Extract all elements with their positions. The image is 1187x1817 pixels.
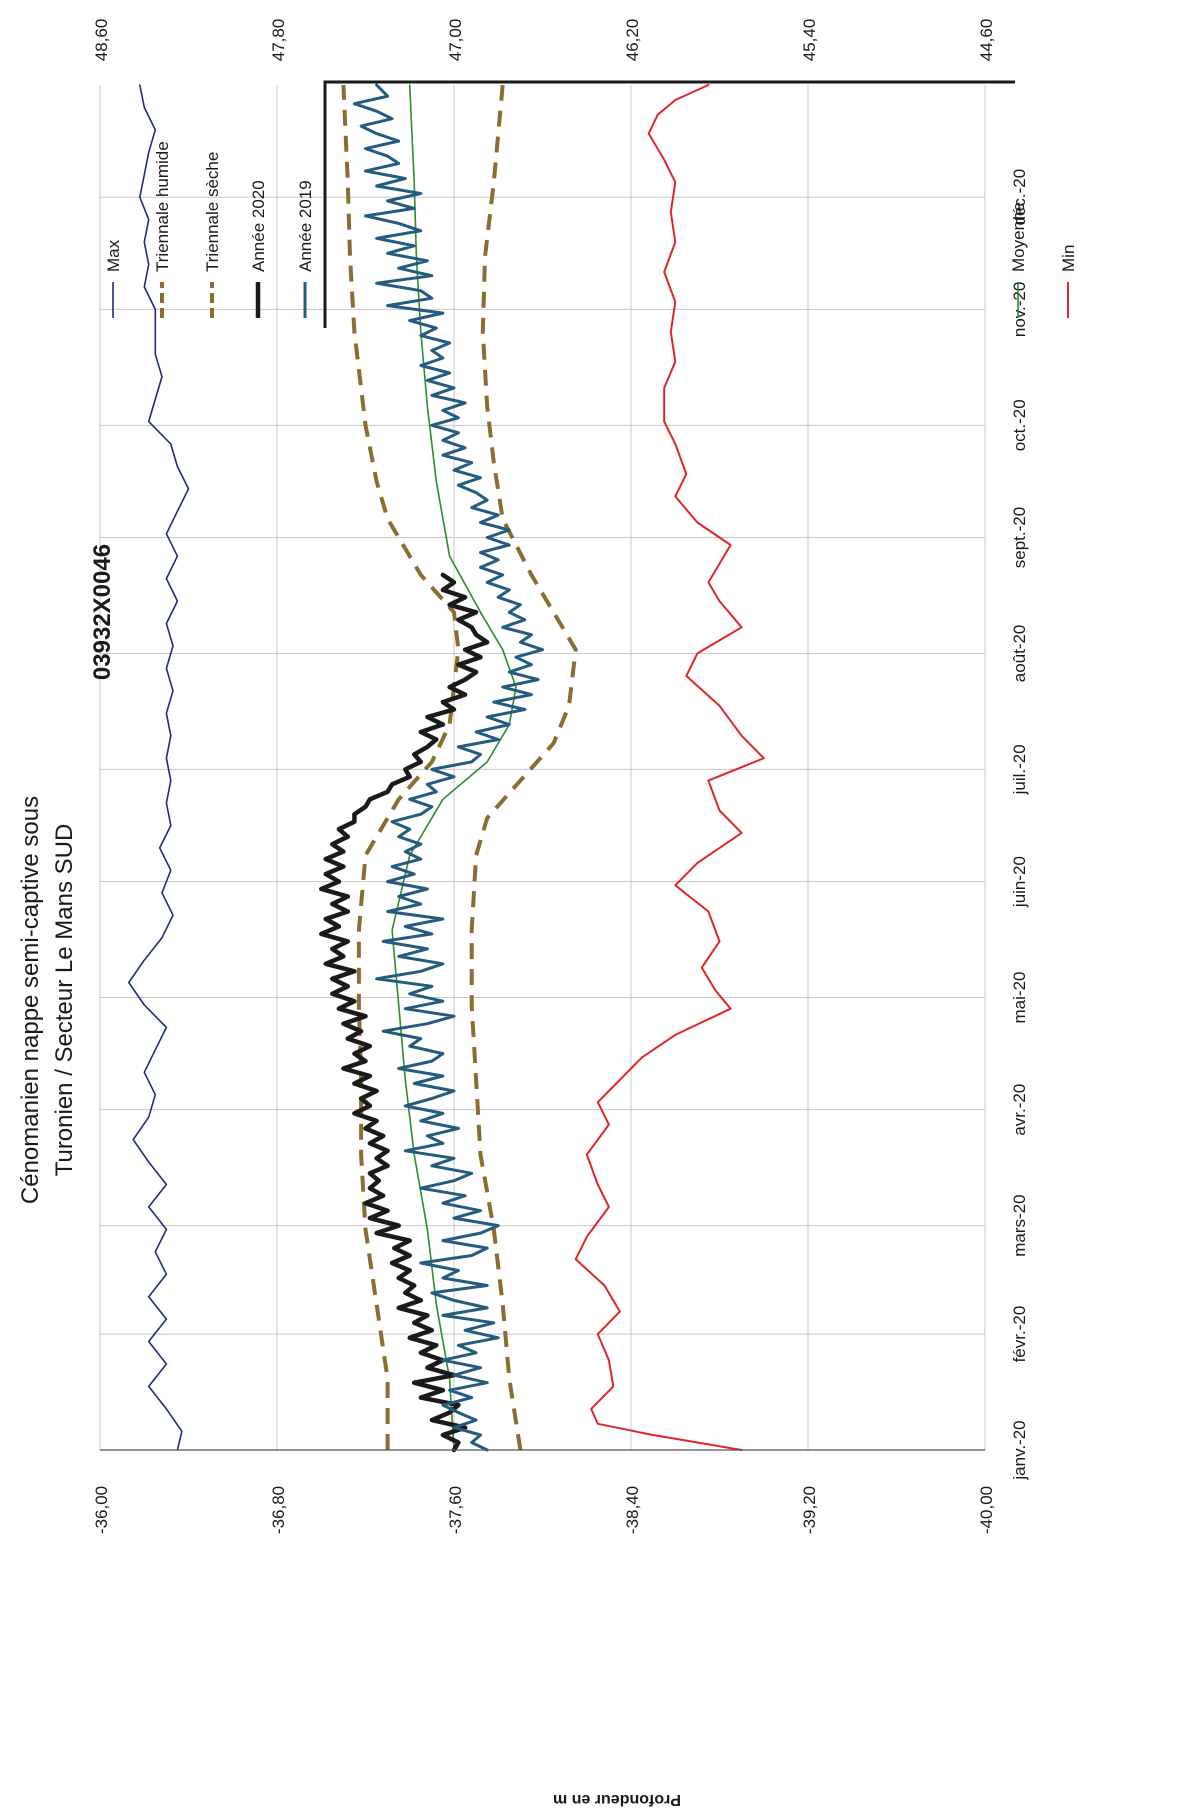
altitude-tick-label: 46,20 [623, 19, 642, 62]
month-tick-label: août-20 [1010, 625, 1029, 683]
month-tick-label: juin-20 [1010, 856, 1029, 908]
legend-frame [323, 80, 1015, 328]
month-tick-label: févr.-20 [1010, 1306, 1029, 1363]
month-tick-label: avr.-20 [1010, 1084, 1029, 1136]
legend-label: Max [104, 239, 123, 272]
series-line-4 [469, 84, 578, 1451]
month-tick-label: nov.-20 [1010, 282, 1029, 337]
month-tick-label: mai-20 [1010, 972, 1029, 1024]
series-line-3 [341, 84, 461, 1450]
month-tick-label: mars-20 [1010, 1194, 1029, 1256]
depth-tick-label: -36,00 [92, 1486, 111, 1534]
axis-title-depth: Profondeur en m [553, 1791, 681, 1808]
series-line-5 [319, 572, 490, 1453]
legend-label: Moyenne [1009, 202, 1028, 272]
legend: Min Moyenne Max Triennale humide Triennale s… [104, 80, 1078, 328]
titles: Cénomanien nappe semi-captive sous Turoni… [17, 544, 116, 1204]
altitude-tick-label: 47,00 [446, 19, 465, 62]
series-line-2 [128, 84, 190, 1451]
grid [99, 85, 986, 1451]
month-tick-label: déc.-20 [1010, 169, 1029, 226]
chart-title-line-2: 03932X0046 [89, 544, 116, 680]
month-tick-label: sept.-20 [1010, 507, 1029, 568]
series-line-0 [574, 84, 765, 1451]
series-line-6 [352, 83, 544, 1452]
depth-tick-label: -36,80 [269, 1486, 288, 1534]
legend-label: Triennale sèche [203, 152, 222, 272]
legend-label: Année 2019 [296, 180, 315, 272]
legend-label: Triennale humide [153, 141, 172, 272]
legend-label: Année 2020 [249, 180, 268, 272]
altitude-tick-label: 44,60 [977, 19, 996, 62]
month-tick-label: oct.-20 [1010, 399, 1029, 451]
altitude-tick-label: 48,60 [92, 19, 111, 62]
axes: -36,00 -36,80 -37,60 -38,40 -39,20 -40,00 48,6… [92, 19, 1029, 1808]
series-layer [128, 83, 765, 1453]
legend-label: Min [1059, 245, 1078, 272]
series-line-1 [391, 84, 517, 1451]
altitude-tick-label: 45,40 [800, 19, 819, 62]
altitude-tick-label: 47,80 [269, 19, 288, 62]
depth-tick-label: -38,40 [623, 1486, 642, 1534]
month-tick-label: juil.-20 [1010, 744, 1029, 795]
chart-title-line-0: Cénomanien nappe semi-captive sous [17, 796, 44, 1204]
month-tick-label: janv.-20 [1010, 1420, 1029, 1480]
depth-tick-label: -37,60 [446, 1486, 465, 1534]
depth-tick-label: -40,00 [977, 1486, 996, 1534]
chart-title-line-1: Turonien / Secteur Le Mans SUD [51, 824, 78, 1177]
depth-tick-label: -39,20 [800, 1486, 819, 1534]
